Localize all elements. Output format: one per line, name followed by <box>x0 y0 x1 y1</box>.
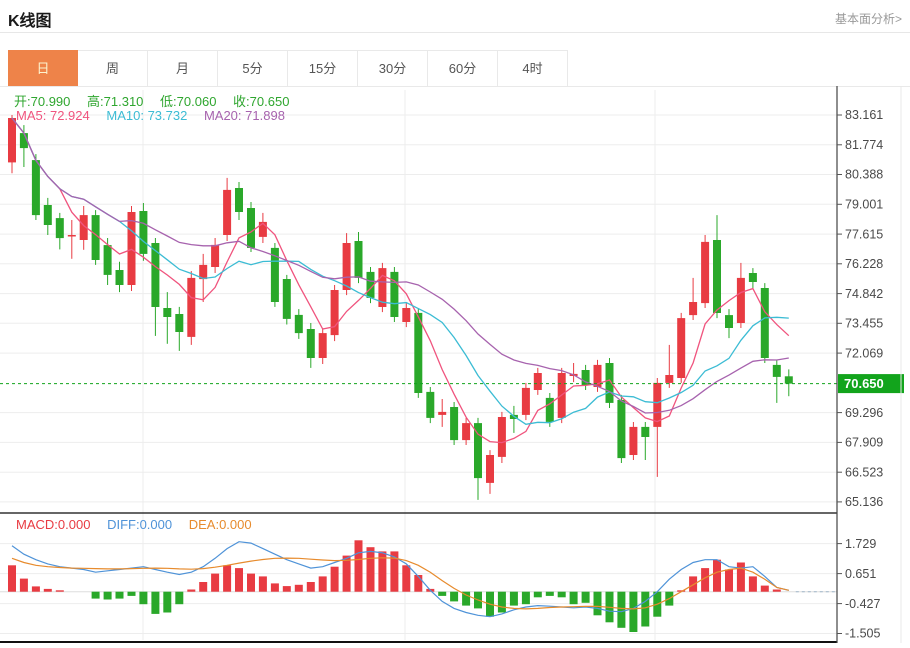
tab-60min[interactable]: 60分 <box>428 50 498 86</box>
svg-text:76.228: 76.228 <box>845 257 883 271</box>
svg-text:0.651: 0.651 <box>845 567 876 581</box>
tab-day[interactable]: 日 <box>8 50 78 86</box>
macd-value-readout: MACD:0.000 <box>16 517 91 532</box>
tab-15min[interactable]: 15分 <box>288 50 358 86</box>
tab-month[interactable]: 月 <box>148 50 218 86</box>
svg-text:79.001: 79.001 <box>845 198 883 212</box>
tab-4hour[interactable]: 4时 <box>498 50 568 86</box>
svg-text:-0.427: -0.427 <box>845 597 880 611</box>
tab-week[interactable]: 周 <box>78 50 148 86</box>
svg-text:1.729: 1.729 <box>845 537 876 551</box>
macd-readout: MACD:0.000 DIFF:0.000 DEA:0.000 <box>16 517 265 532</box>
ohlc-low: 低:70.060 <box>160 94 217 109</box>
ma-readout: MA5: 72.924 MA10: 73.732 MA20: 71.898 <box>16 108 298 123</box>
ohlc-close: 收:70.650 <box>233 94 290 109</box>
ma5-readout: MA5: 72.924 <box>16 108 90 123</box>
widget-header: K线图 基本面分析> <box>0 0 910 33</box>
svg-text:69.296: 69.296 <box>845 406 883 420</box>
ohlc-readout: 开:70.990 高:71.310 低:70.060 收:70.650 <box>14 91 302 110</box>
svg-text:80.388: 80.388 <box>845 168 883 182</box>
svg-text:66.523: 66.523 <box>845 465 883 479</box>
svg-text:67.909: 67.909 <box>845 436 883 450</box>
interval-tabs: 日 周 月 5分 15分 30分 60分 4时 <box>8 50 910 86</box>
svg-text:74.842: 74.842 <box>845 287 883 301</box>
svg-text:83.161: 83.161 <box>845 108 883 122</box>
ma20-readout: MA20: 71.898 <box>203 108 285 123</box>
svg-text:73.455: 73.455 <box>845 317 883 331</box>
svg-text:-1.505: -1.505 <box>845 627 880 641</box>
chart-area: 83.161 81.774 80.388 79.001 77.615 76.228 74.8… <box>0 86 910 648</box>
ohlc-open: 开:70.990 <box>14 94 71 109</box>
svg-text:70.650: 70.650 <box>844 376 884 391</box>
kline-chart[interactable]: 83.161 81.774 80.388 79.001 77.615 76.228 74.8… <box>0 86 910 648</box>
page-title: K线图 <box>8 13 52 30</box>
fundamental-analysis-link[interactable]: 基本面分析> <box>834 12 902 26</box>
ma10-readout: MA10: 73.732 <box>106 108 188 123</box>
interval-tabbar: 日 周 月 5分 15分 30分 60分 4时 <box>0 50 910 87</box>
svg-text:81.774: 81.774 <box>845 138 883 152</box>
svg-text:65.136: 65.136 <box>845 495 883 509</box>
ohlc-high: 高:71.310 <box>87 94 144 109</box>
diff-value-readout: DIFF:0.000 <box>107 517 173 532</box>
tab-30min[interactable]: 30分 <box>358 50 428 86</box>
svg-text:77.615: 77.615 <box>845 227 883 241</box>
svg-text:72.069: 72.069 <box>845 346 883 360</box>
dea-value-readout: DEA:0.000 <box>188 517 252 532</box>
tab-5min[interactable]: 5分 <box>218 50 288 86</box>
